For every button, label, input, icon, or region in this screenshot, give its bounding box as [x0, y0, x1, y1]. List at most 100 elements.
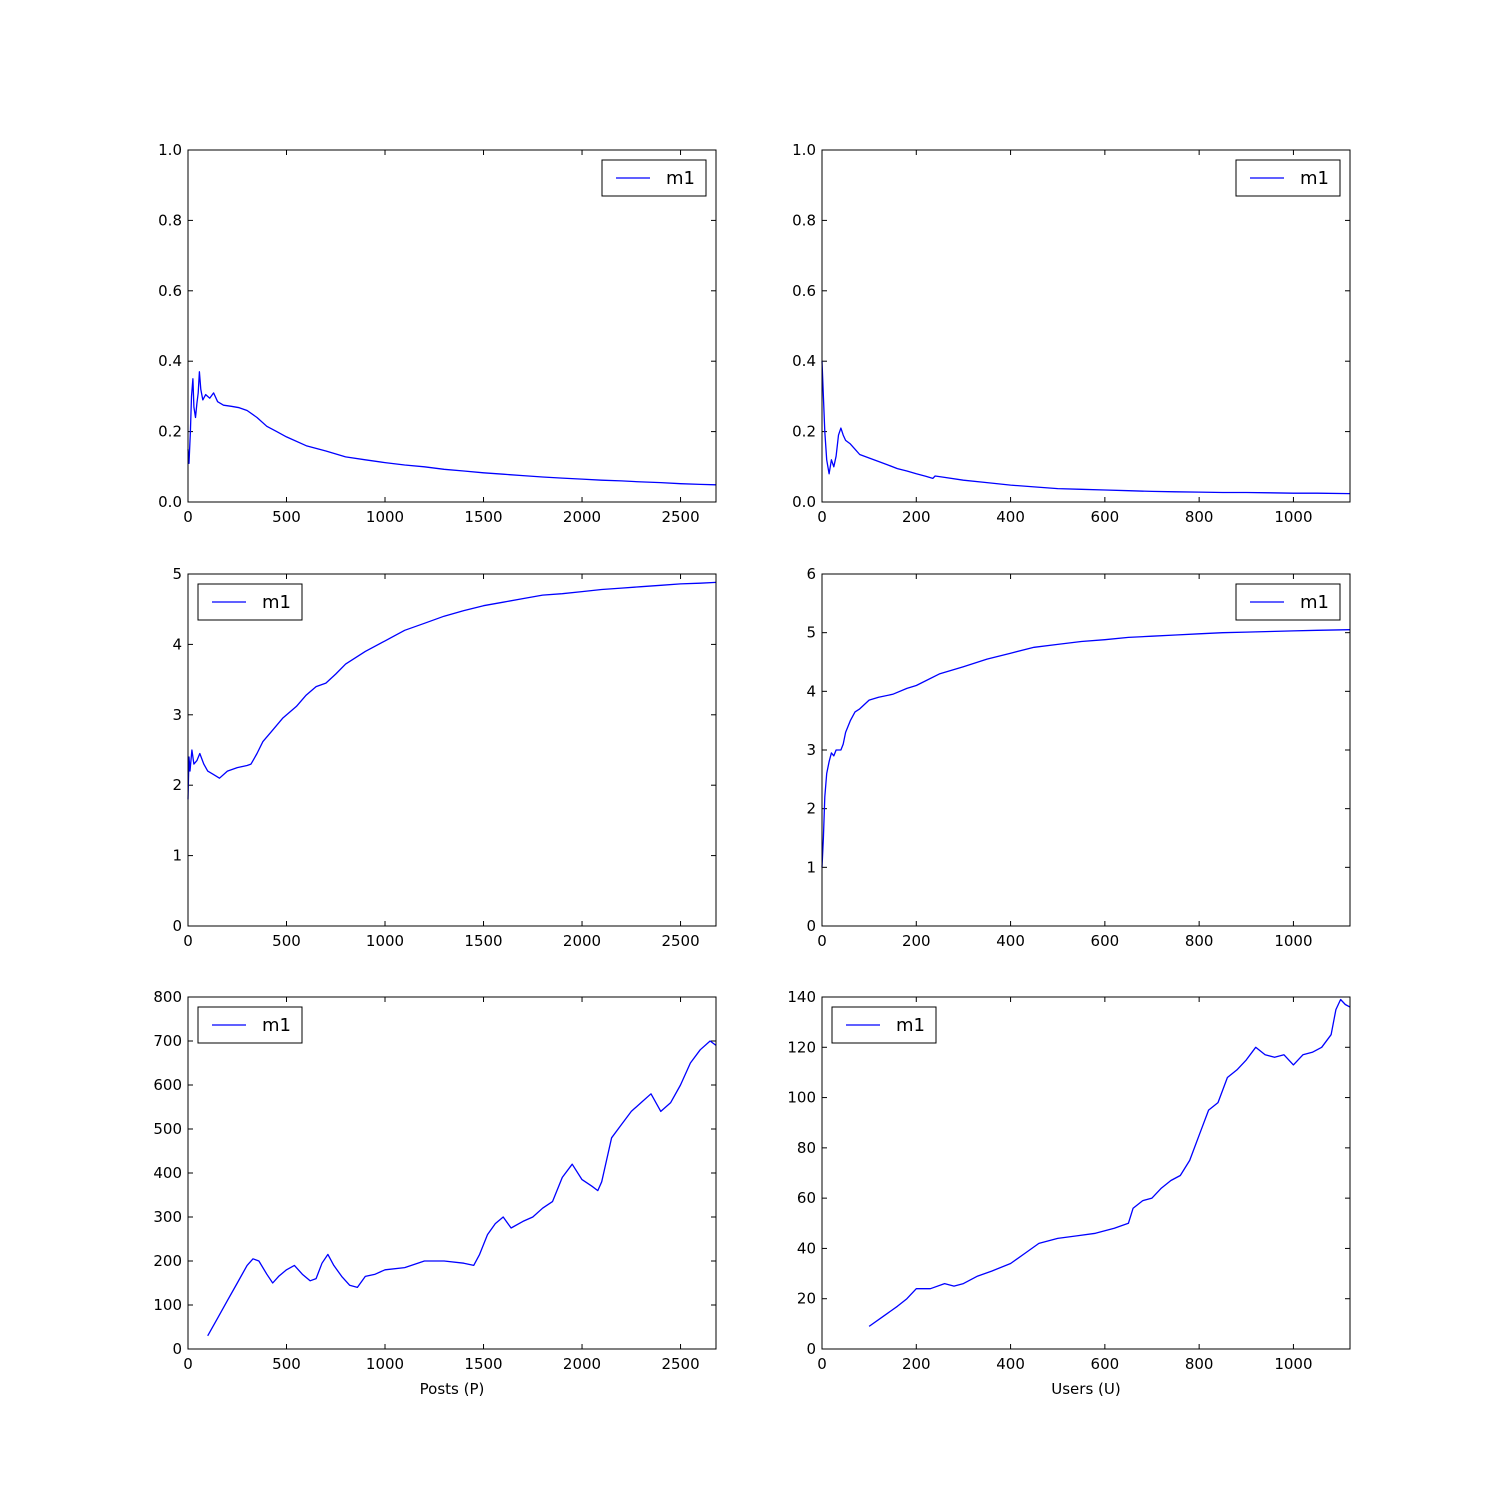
y-tick-label: 500 — [153, 1120, 182, 1138]
y-tick-label: 1 — [172, 847, 182, 865]
y-tick-label: 3 — [172, 706, 182, 724]
x-tick-label: 1000 — [1274, 932, 1312, 950]
x-tick-label: 1000 — [1274, 1355, 1312, 1373]
axes-frame — [821, 149, 1351, 503]
chart-panel-6: 0 200 400 600 800 1000 0 20 40 60 80 100 120 140 Users… — [787, 988, 1351, 1398]
x-tick-label: 600 — [1091, 508, 1120, 526]
y-tick-label: 0.0 — [158, 493, 182, 511]
x-tick-label: 200 — [902, 1355, 931, 1373]
x-tick-label: 500 — [272, 1355, 301, 1373]
y-tick-label: 5 — [806, 624, 816, 642]
y-tick-label: 0.4 — [792, 352, 816, 370]
x-tick-label: 600 — [1091, 1355, 1120, 1373]
y-tick-label: 100 — [787, 1089, 816, 1107]
x-tick-label: 0 — [183, 1355, 193, 1373]
x-tick-label: 2000 — [563, 508, 601, 526]
chart-panel-2: 0 200 400 600 800 1000 0.0 0.2 0.4 0.6 0.8 1.0 m1 — [792, 141, 1351, 526]
y-tick-label: 400 — [153, 1164, 182, 1182]
legend-label: m1 — [896, 1015, 925, 1036]
series-line-m1 — [187, 371, 717, 486]
x-tick-label: 500 — [272, 932, 301, 950]
y-tick-label: 0 — [172, 917, 182, 935]
x-tick-label: 800 — [1185, 1355, 1214, 1373]
y-tick-label: 700 — [153, 1032, 182, 1050]
axes-frame — [821, 996, 1351, 1350]
y-tick-label: 200 — [153, 1252, 182, 1270]
chart-panel-5: 0 500 1000 1500 2000 2500 0 100 200 300 400 500 600 7… — [153, 988, 717, 1398]
legend: m1 — [197, 1006, 303, 1044]
x-tick-label: 0 — [183, 508, 193, 526]
x-tick-label: 200 — [902, 508, 931, 526]
x-tick-label: 800 — [1185, 508, 1214, 526]
y-tick-label: 60 — [797, 1189, 816, 1207]
legend: m1 — [1235, 583, 1341, 621]
x-tick-label: 400 — [996, 508, 1025, 526]
y-tick-label: 0.8 — [792, 211, 816, 229]
y-tick-label: 0.4 — [158, 352, 182, 370]
y-tick-label: 0 — [806, 917, 816, 935]
series-line-m1 — [868, 998, 1351, 1327]
x-tick-label: 1000 — [366, 508, 404, 526]
x-tick-label: 2000 — [563, 1355, 601, 1373]
y-tick-label: 1.0 — [792, 141, 816, 159]
y-tick-label: 2 — [172, 776, 182, 794]
series-line-m1 — [207, 1040, 717, 1337]
y-tick-label: 0 — [172, 1340, 182, 1358]
x-axis-label: Posts (P) — [420, 1380, 485, 1398]
x-tick-label: 1000 — [1274, 508, 1312, 526]
axes-frame — [187, 149, 717, 503]
x-tick-label: 400 — [996, 932, 1025, 950]
axes-frame — [187, 996, 717, 1350]
y-tick-label: 0.2 — [792, 423, 816, 441]
y-tick-label: 0.6 — [792, 282, 816, 300]
x-tick-label: 0 — [817, 1355, 827, 1373]
legend: m1 — [831, 1006, 937, 1044]
y-tick-label: 120 — [787, 1038, 816, 1056]
chart-panel-4: 0 200 400 600 800 1000 0 1 2 3 4 5 6 m1 — [806, 565, 1351, 950]
x-tick-label: 1500 — [464, 508, 502, 526]
chart-panel-1: 0 500 1000 1500 2000 2500 0.0 0.2 0.4 0.6 0.8 1.0 m1 — [158, 141, 717, 526]
x-tick-label: 2500 — [661, 508, 699, 526]
x-tick-label: 0 — [817, 932, 827, 950]
x-tick-label: 1000 — [366, 1355, 404, 1373]
legend-label: m1 — [1300, 592, 1329, 613]
y-tick-label: 0 — [806, 1340, 816, 1358]
panels: 0 500 1000 1500 2000 25000.00.20.40.60.81.0m1… — [153, 141, 1351, 1398]
legend-label: m1 — [262, 592, 291, 613]
x-tick-label: 2500 — [661, 1355, 699, 1373]
y-tick-label: 300 — [153, 1208, 182, 1226]
chart-panel-3: 0 500 1000 1500 2000 2500 0 1 2 3 4 5 m1 — [172, 565, 717, 950]
y-tick-label: 1.0 — [158, 141, 182, 159]
y-tick-label: 20 — [797, 1290, 816, 1308]
axes-frame — [821, 573, 1351, 927]
legend: m1 — [601, 159, 707, 197]
x-tick-label: 1500 — [464, 932, 502, 950]
legend: m1 — [1235, 159, 1341, 197]
y-tick-label: 40 — [797, 1239, 816, 1257]
y-tick-label: 0.8 — [158, 211, 182, 229]
y-tick-label: 0.0 — [792, 493, 816, 511]
y-tick-label: 4 — [172, 635, 182, 653]
y-tick-label: 0.6 — [158, 282, 182, 300]
x-tick-label: 1500 — [464, 1355, 502, 1373]
y-tick-label: 4 — [806, 682, 816, 700]
y-tick-label: 6 — [806, 565, 816, 583]
y-tick-label: 800 — [153, 988, 182, 1006]
x-tick-label: 0 — [183, 932, 193, 950]
legend-label: m1 — [262, 1015, 291, 1036]
y-tick-label: 80 — [797, 1139, 816, 1157]
y-tick-label: 140 — [787, 988, 816, 1006]
y-tick-label: 3 — [806, 741, 816, 759]
x-tick-label: 2000 — [563, 932, 601, 950]
y-tick-label: 5 — [172, 565, 182, 583]
x-tick-label: 800 — [1185, 932, 1214, 950]
series-line-m1 — [187, 581, 717, 800]
x-axis-label: Users (U) — [1051, 1380, 1120, 1398]
axes-frame — [187, 573, 717, 927]
y-tick-label: 2 — [806, 800, 816, 818]
x-tick-label: 1000 — [366, 932, 404, 950]
y-tick-label: 1 — [806, 858, 816, 876]
series-line-m1 — [821, 629, 1351, 868]
